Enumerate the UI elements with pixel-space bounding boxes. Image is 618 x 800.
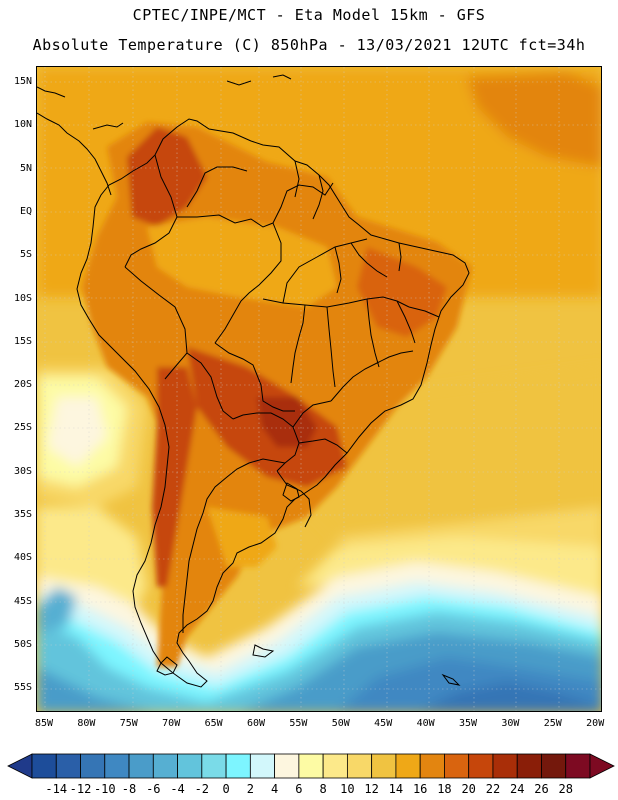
colorbar-swatch [322, 753, 348, 779]
colorbar-swatch [177, 753, 203, 779]
lat-label-eq: EQ [19, 205, 32, 217]
lon-label-30w: 30W [501, 718, 520, 729]
colorbar-swatch [55, 753, 81, 779]
colorbar-arrow-left [7, 753, 33, 779]
colorbar-arrow-right [589, 753, 615, 779]
lon-label-80w: 80W [77, 718, 96, 729]
lat-label-25s: 25S [13, 422, 32, 434]
colorbar-tick-label: 10 [340, 782, 355, 796]
colorbar-tick-label: 24 [509, 782, 525, 796]
lat-label-55s: 55S [13, 682, 32, 694]
lat-label-35s: 35S [13, 509, 32, 520]
lon-label-45w: 45W [374, 718, 393, 729]
lat-label-50s: 50S [13, 638, 32, 650]
lon-label-75w: 75W [119, 718, 138, 729]
lat-label-30s: 30S [13, 465, 32, 477]
colorbar-tick-label: -12 [69, 782, 92, 796]
colorbar-tick-label: -8 [121, 782, 137, 796]
temperature-colorbar [7, 753, 615, 779]
colorbar-swatch [468, 753, 494, 779]
map-title-line1: CPTEC/INPE/MCT - Eta Model 15km - GFS [132, 6, 486, 24]
lon-label-40w: 40W [416, 718, 435, 729]
lat-label-10n: 10N [13, 119, 32, 131]
colorbar-tick-label: -4 [170, 782, 185, 796]
colorbar-swatch [80, 753, 106, 779]
colorbar-swatch [274, 753, 300, 779]
colorbar-swatch [152, 753, 178, 779]
lon-label-55w: 55W [289, 718, 308, 729]
colorbar-swatch [249, 753, 276, 779]
lat-label-15s: 15S [13, 335, 32, 347]
colorbar-tick-label: -14 [45, 782, 68, 796]
lon-label-85w: 85W [34, 718, 54, 729]
colorbar-tick-label: 18 [437, 782, 452, 796]
lon-label-35w: 35W [458, 718, 478, 729]
colorbar-tick-label: 16 [412, 782, 428, 796]
lat-label-45s: 45S [13, 595, 32, 607]
colorbar-swatch [395, 753, 421, 779]
lat-label-5s: 5S [19, 249, 32, 261]
colorbar-swatch [541, 753, 567, 779]
temperature-map[interactable] [36, 66, 602, 712]
colorbar-swatch [492, 753, 518, 779]
colorbar-tick-label: -2 [194, 782, 210, 796]
colorbar-swatch [371, 753, 397, 779]
coastline-overlay [37, 74, 470, 688]
colorbar-tick-label: 6 [295, 782, 303, 796]
colorbar-tick-label: 8 [319, 782, 327, 796]
colorbar-swatch [201, 753, 227, 779]
colorbar-swatch [419, 753, 445, 779]
lon-label-25w: 25W [543, 718, 562, 729]
colorbar-tick-label: 4 [270, 782, 279, 796]
colorbar-swatch [31, 753, 57, 779]
lon-label-65w: 65W [204, 718, 223, 729]
lat-label-10s: 10S [13, 292, 32, 304]
colorbar-swatch [225, 753, 251, 779]
lat-label-5n: 5N [19, 162, 32, 174]
colorbar-tick-label: 22 [485, 782, 501, 796]
colorbar-tick-label: 12 [364, 782, 379, 796]
colorbar-tick-label: 20 [461, 782, 476, 796]
colorbar-tick-label: 2 [246, 782, 254, 796]
colorbar-swatch [565, 753, 591, 779]
lon-label-70w: 70W [162, 718, 181, 729]
colorbar-swatch [346, 753, 373, 779]
colorbar-tick-label: 14 [388, 782, 404, 796]
lat-label-15n: 15N [13, 76, 32, 87]
colorbar-swatch [444, 753, 470, 779]
colorbar-tick-label: -10 [93, 782, 116, 796]
temperature-field [37, 67, 601, 711]
colorbar-tick-label: -6 [146, 782, 161, 796]
colorbar-swatch [516, 753, 542, 779]
lat-label-20s: 20S [13, 379, 32, 391]
colorbar-swatch [298, 753, 324, 779]
lon-label-50w: 50W [331, 718, 350, 729]
colorbar-tick-label: 0 [222, 782, 230, 796]
colorbar-tick-label: 26 [534, 782, 549, 796]
colorbar-tick-label: 28 [558, 782, 573, 796]
lon-label-60w: 60W [246, 718, 266, 729]
lat-label-40s: 40S [13, 552, 32, 564]
colorbar-swatch [104, 753, 130, 779]
colorbar-swatch [128, 753, 154, 779]
map-title-line2: Absolute Temperature (C) 850hPa - 13/03/… [32, 36, 586, 54]
lon-label-20w: 20W [586, 718, 605, 729]
